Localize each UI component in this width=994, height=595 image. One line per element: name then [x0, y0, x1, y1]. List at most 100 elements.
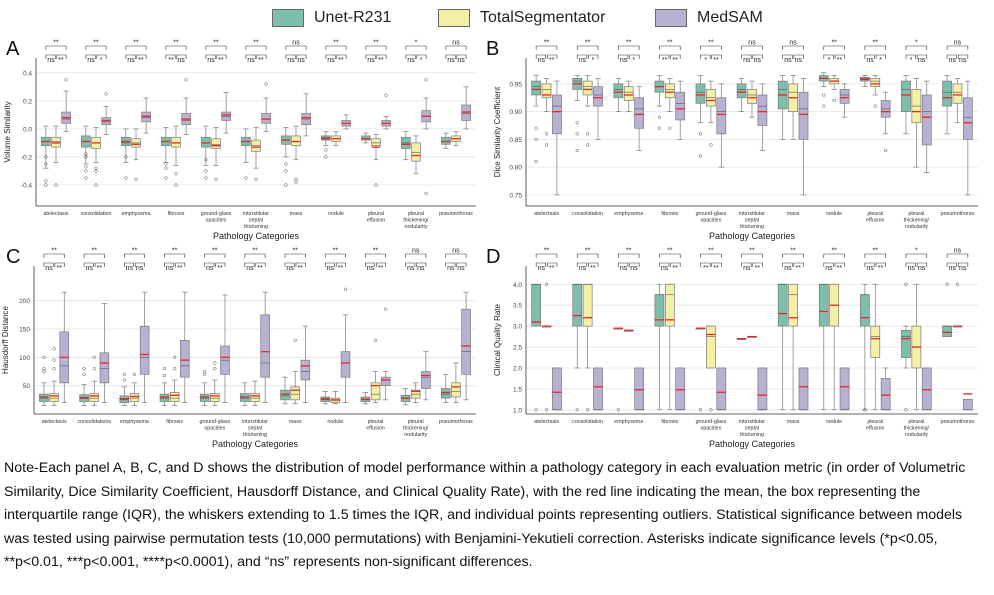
box-medsam [139, 291, 150, 404]
significance-brackets: **ns ** [325, 40, 347, 64]
sig-label-outer: ns [452, 248, 460, 255]
outlier-point [709, 143, 713, 147]
sig-label-left: ns [85, 265, 93, 272]
sig-label-outer: ns [412, 248, 420, 255]
box-unet-r231 [654, 283, 665, 411]
bracket-outer [365, 45, 387, 50]
sig-label-outer: ** [133, 40, 139, 47]
iqr-box [139, 325, 150, 375]
y-tick-label: 0.90 [509, 109, 522, 116]
box-totalsegmentator [706, 80, 716, 147]
box-unet-r231 [572, 75, 583, 153]
box-totalsegmentator [251, 127, 261, 182]
box-unet-r231 [240, 382, 250, 406]
bracket-right [54, 262, 65, 267]
panel-a-chart: -0.4 -0.2 0.0 0.2 0.4 Volume Similarity Pathol… [3, 40, 476, 241]
box-medsam [798, 367, 809, 411]
box-medsam [461, 86, 471, 130]
outlier-point [164, 166, 168, 170]
sig-label-left: * [704, 57, 707, 64]
bracket-right [834, 262, 845, 267]
outlier-point [84, 152, 88, 156]
outlier-point [92, 355, 96, 359]
y-tick-label: 2.0 [513, 365, 522, 372]
outlier-point [534, 137, 538, 142]
x-tick-label: consolidation [572, 211, 603, 217]
y-tick-label: -0.4 [21, 182, 33, 189]
sig-label-left: ns [327, 57, 335, 64]
sig-label-outer: * [915, 248, 918, 255]
bracket-left [700, 54, 711, 59]
y-tick-label: 2.5 [513, 345, 522, 352]
significance-brackets: **ns ** [782, 248, 804, 272]
legend: Unet-R231 TotalSegmentator MedSAM [0, 0, 994, 36]
bracket-right [96, 54, 107, 59]
box-medsam [261, 82, 271, 133]
x-tick-label: thickening/ [403, 426, 429, 432]
sig-label-left: ns [579, 265, 587, 272]
x-tick-label: septal [249, 218, 263, 224]
iqr-box [291, 135, 301, 147]
bracket-outer [741, 253, 763, 258]
box-unet-r231 [572, 283, 583, 412]
iqr-box [952, 83, 963, 104]
outlier-point [424, 191, 428, 196]
x-tick-label: interstitular [242, 419, 268, 425]
iqr-box [901, 329, 911, 358]
box-totalsegmentator [51, 125, 61, 187]
x-tick-label: mass [787, 211, 800, 217]
bracket-right [916, 54, 928, 59]
significance-brackets: **ns ** [204, 248, 226, 272]
sig-label-left: ns [866, 265, 874, 272]
legend-item-unet: Unet-R231 [272, 8, 391, 28]
bracket-left [45, 54, 56, 59]
outlier-point [284, 162, 288, 166]
bracket-outer [700, 45, 722, 50]
iqr-box [623, 86, 634, 101]
box-unet-r231 [695, 327, 706, 412]
outlier-point [616, 408, 620, 412]
sig-label-outer: ** [708, 40, 714, 47]
box-medsam [716, 83, 727, 168]
sig-label-left: ns [949, 265, 957, 272]
bracket-outer [165, 45, 187, 50]
x-axis-label: Pathology Categories [709, 231, 796, 241]
sig-label-outer: ** [831, 248, 837, 255]
iqr-box [129, 393, 140, 402]
x-tick-label: ground-glass [696, 211, 727, 217]
box-unet-r231 [401, 131, 411, 161]
bracket-outer [618, 45, 640, 50]
iqr-box [141, 111, 151, 123]
x-tick-label: pleural [908, 211, 924, 217]
outlier-point [534, 408, 538, 412]
iqr-box [171, 136, 181, 148]
box-medsam [181, 78, 191, 135]
bracket-outer [445, 253, 467, 258]
sig-label-left: ns [579, 57, 587, 64]
bracket-outer [618, 253, 640, 258]
significance-brackets: **ns ** [83, 248, 105, 272]
sig-label-left: ns [407, 57, 415, 64]
significance-brackets: ** ns * [864, 40, 886, 64]
box-medsam [757, 367, 768, 411]
outlier-point [204, 169, 208, 173]
bracket-right [670, 262, 681, 267]
bracket-outer [946, 253, 969, 258]
box-unet-r231 [360, 392, 371, 405]
panel-b: B 0.75 0.80 0.85 0.90 0.95 Dice Similarity Co… [484, 34, 990, 244]
sig-label-left: ns [166, 265, 174, 272]
box-unet-r231 [161, 127, 171, 180]
significance-brackets: **ns ** [205, 40, 227, 64]
box-totalsegmentator [411, 135, 421, 175]
box-totalsegmentator [451, 362, 461, 404]
bracket-outer [700, 253, 722, 258]
sig-label-right: ** [58, 57, 64, 64]
box-totalsegmentator [250, 380, 260, 406]
sig-label-right: * [879, 57, 882, 64]
outlier-point [124, 155, 128, 159]
sig-label-right: ** [338, 57, 344, 64]
bracket-left [782, 262, 793, 267]
y-tick-label: 0.85 [509, 137, 522, 144]
sig-label-left: ns [825, 265, 833, 272]
